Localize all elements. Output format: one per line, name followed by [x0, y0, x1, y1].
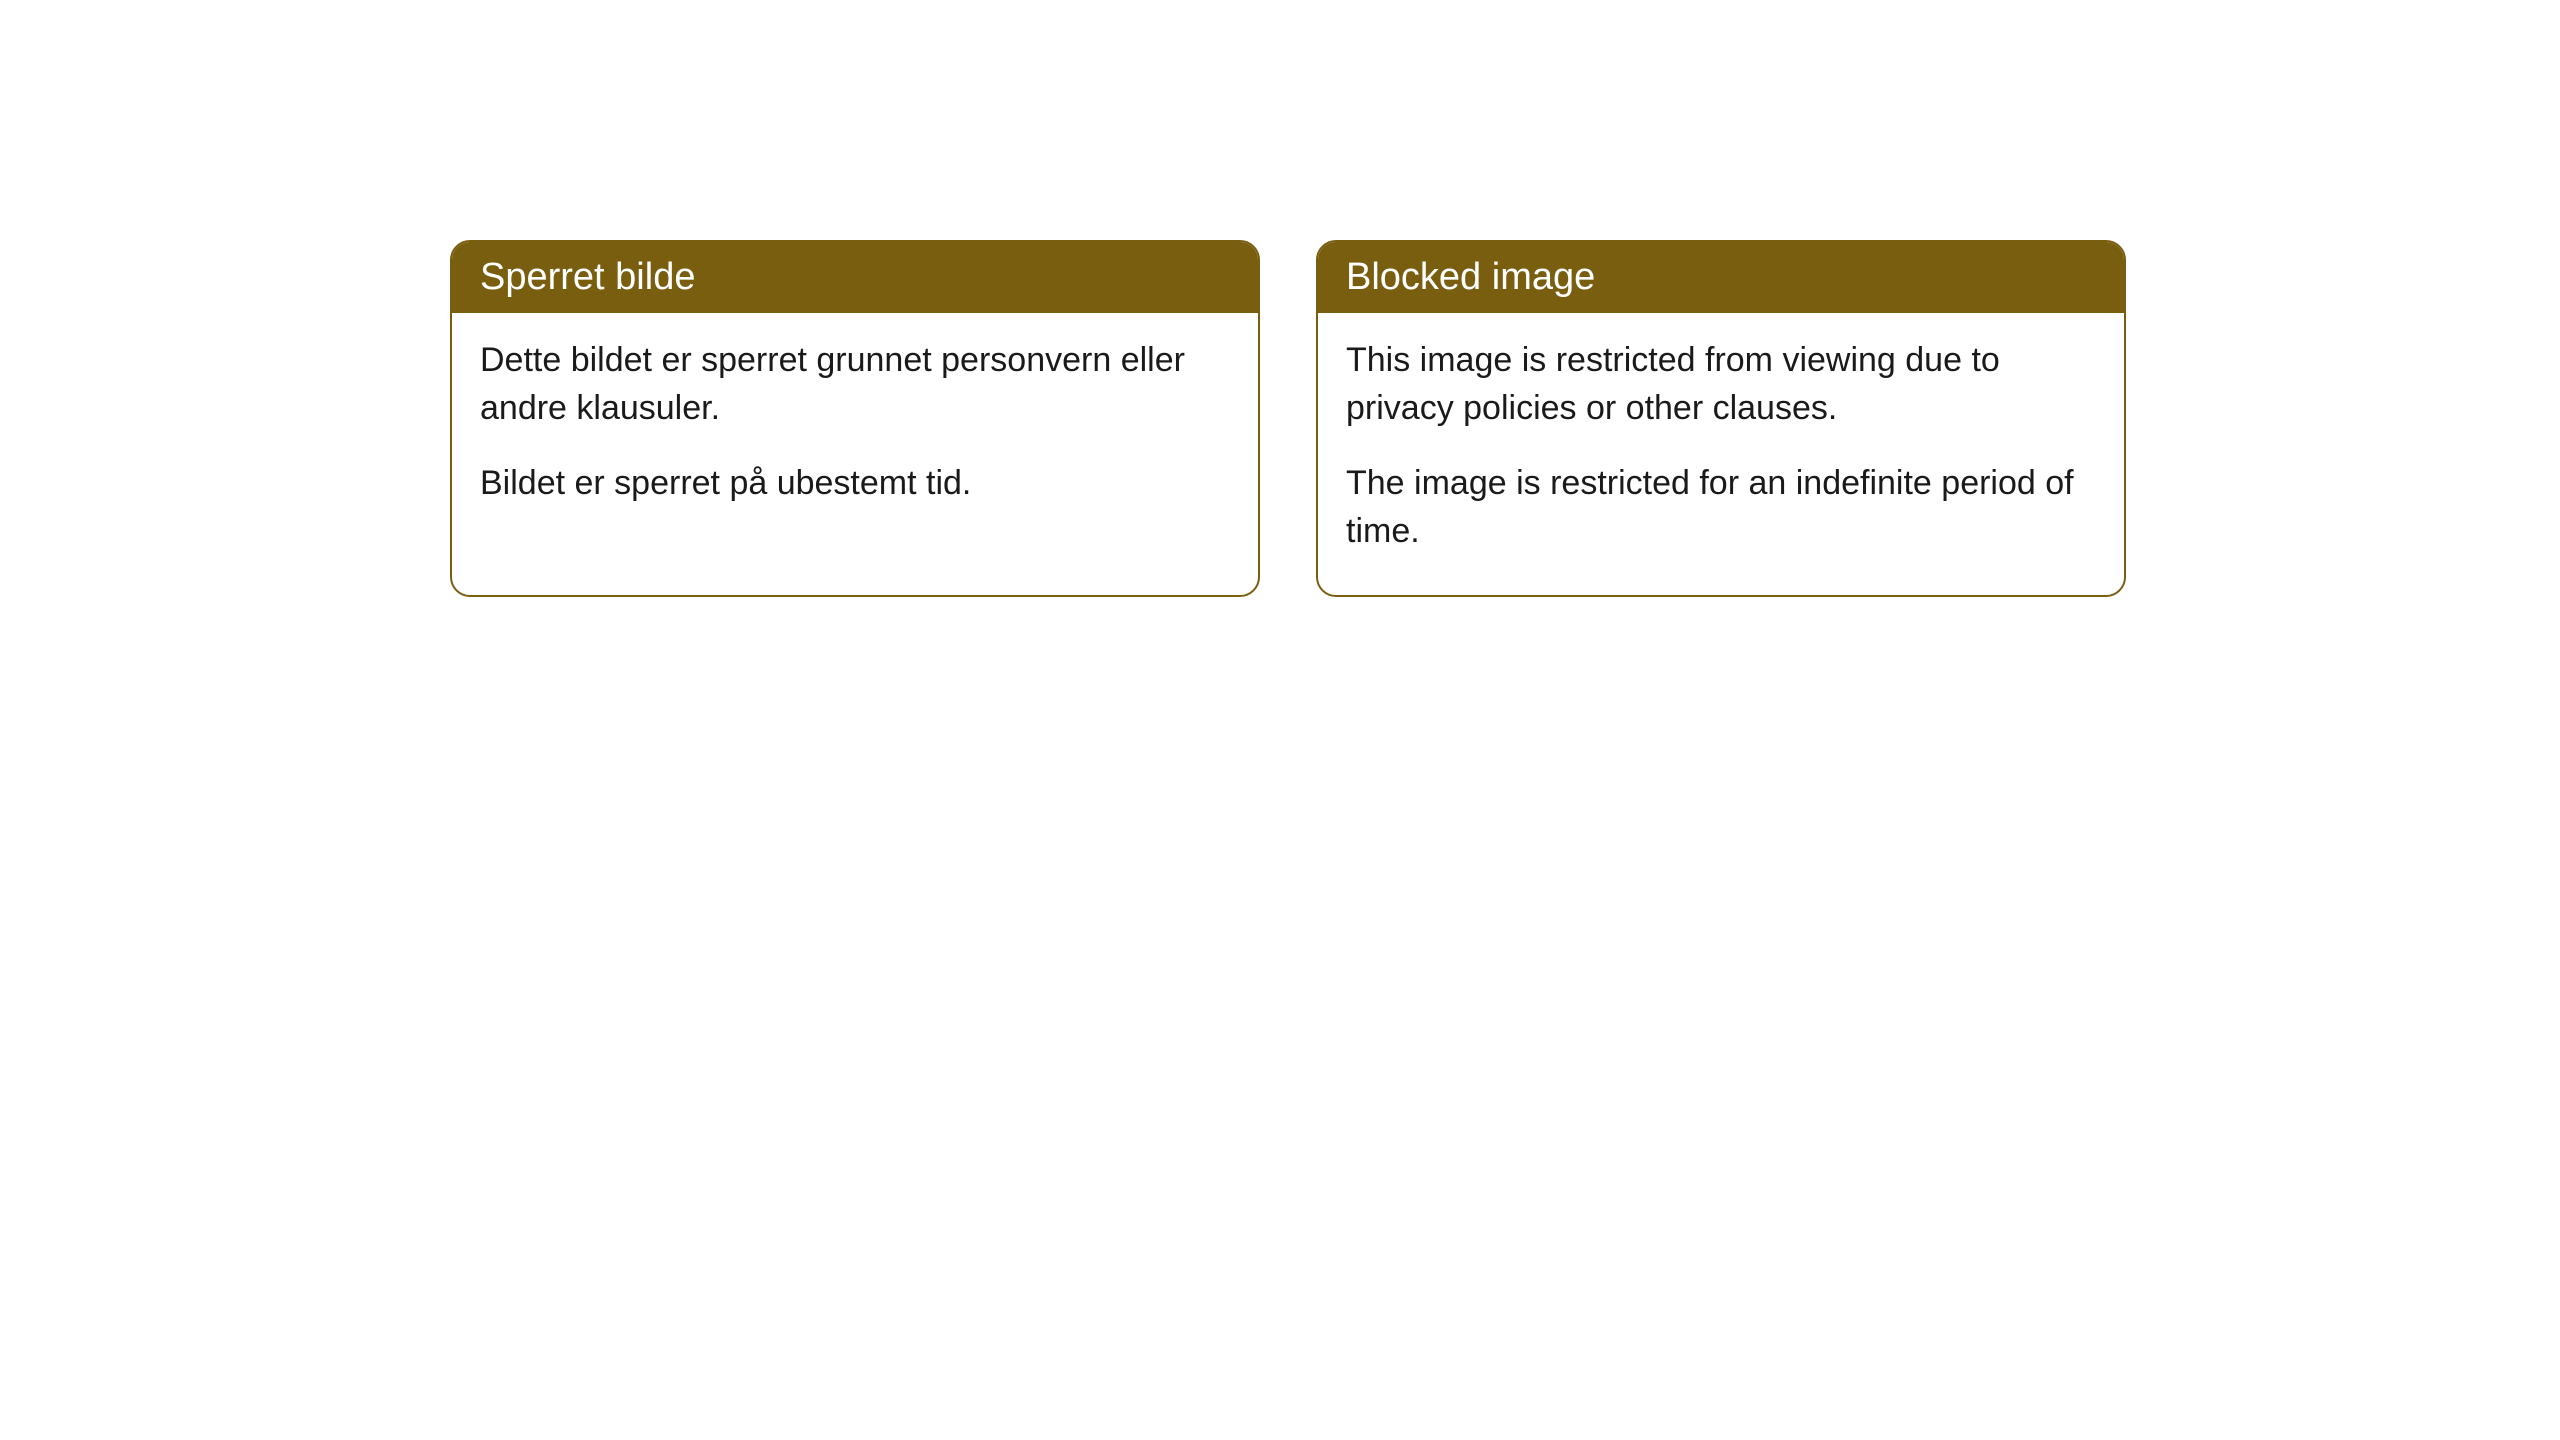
notice-card-norwegian: Sperret bilde Dette bildet er sperret gr… — [450, 240, 1260, 597]
notice-cards-container: Sperret bilde Dette bildet er sperret gr… — [450, 240, 2126, 597]
card-paragraph-norwegian-1: Dette bildet er sperret grunnet personve… — [480, 337, 1230, 432]
card-paragraph-english-1: This image is restricted from viewing du… — [1346, 337, 2096, 432]
card-paragraph-english-2: The image is restricted for an indefinit… — [1346, 460, 2096, 555]
card-paragraph-norwegian-2: Bildet er sperret på ubestemt tid. — [480, 460, 1230, 508]
card-title-english: Blocked image — [1346, 256, 1595, 298]
card-header-english: Blocked image — [1318, 242, 2124, 313]
card-body-english: This image is restricted from viewing du… — [1318, 313, 2124, 595]
card-body-norwegian: Dette bildet er sperret grunnet personve… — [452, 313, 1258, 548]
card-title-norwegian: Sperret bilde — [480, 256, 695, 298]
notice-card-english: Blocked image This image is restricted f… — [1316, 240, 2126, 597]
card-header-norwegian: Sperret bilde — [452, 242, 1258, 313]
